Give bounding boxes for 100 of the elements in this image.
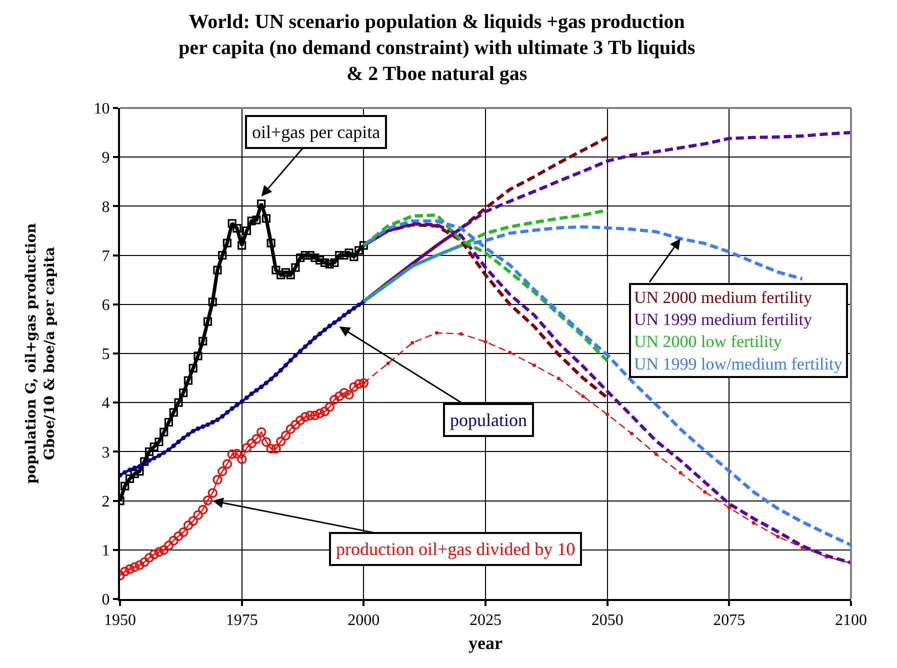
point (218, 466, 228, 476)
point (188, 364, 198, 373)
point (556, 376, 560, 380)
point (137, 464, 142, 469)
point (230, 406, 234, 411)
y-tick-label: 1 (102, 542, 110, 560)
y-tick-label: 9 (102, 150, 110, 167)
point (280, 430, 290, 440)
point (164, 418, 174, 427)
y-tick-label: 6 (102, 297, 110, 314)
text: UN 1999 low/medium fertility (634, 354, 843, 374)
x-tick-label: 2075 (713, 612, 746, 630)
point (296, 253, 305, 262)
text: UN 2000 low fertility (634, 332, 782, 352)
point (120, 566, 130, 576)
point (356, 302, 362, 308)
point (252, 216, 261, 224)
point (166, 447, 171, 452)
point (352, 306, 356, 311)
point (242, 226, 252, 236)
point (238, 241, 246, 250)
point (215, 418, 220, 422)
point (246, 438, 256, 448)
point (188, 516, 198, 526)
point (210, 420, 215, 424)
point (178, 527, 188, 538)
point (342, 312, 346, 318)
point (268, 376, 274, 382)
y-axis-title: population G, oil+gas production Gboe/10 & boe/a per capita (24, 223, 58, 484)
point (350, 252, 358, 262)
point (154, 547, 164, 557)
point (186, 432, 190, 437)
point (130, 470, 139, 478)
point (234, 402, 240, 408)
point (132, 466, 137, 470)
point (274, 372, 278, 377)
point (261, 437, 271, 447)
point (310, 410, 320, 420)
point (228, 219, 236, 228)
point (120, 482, 130, 490)
point (194, 352, 202, 360)
point (298, 348, 303, 354)
point (410, 340, 414, 344)
y-tick-label: 7 (102, 248, 110, 265)
point (262, 214, 270, 223)
point (203, 317, 212, 326)
point (354, 246, 364, 255)
point (124, 564, 135, 574)
point (174, 398, 183, 407)
point (154, 438, 164, 446)
point (330, 394, 340, 404)
point (176, 440, 181, 444)
point (327, 324, 332, 328)
point (293, 353, 298, 358)
point (179, 388, 188, 398)
point (134, 560, 144, 570)
y-tick-label: 4 (102, 395, 110, 412)
point (532, 364, 536, 368)
text: UN 2000 medium fertility (634, 288, 812, 307)
point (776, 534, 780, 538)
point (283, 363, 288, 368)
point (257, 199, 266, 208)
point (222, 459, 232, 469)
point (276, 270, 286, 280)
point (346, 310, 352, 314)
y-tick-label: 0 (102, 592, 110, 609)
point (315, 408, 325, 418)
y-tick-label: 8 (102, 198, 110, 216)
point (130, 562, 140, 572)
point (271, 444, 281, 454)
point (125, 474, 134, 484)
point (218, 251, 227, 260)
point (606, 412, 610, 416)
point (302, 344, 308, 349)
point (183, 520, 194, 530)
point (249, 392, 254, 396)
point (128, 468, 132, 472)
y-tick-label: 3 (102, 444, 110, 462)
point (581, 394, 585, 398)
point (252, 434, 262, 444)
point (198, 504, 208, 514)
x-tick-label: 2100 (835, 612, 867, 630)
x-tick-label: 1975 (226, 612, 258, 630)
point (254, 388, 259, 393)
point (508, 350, 512, 354)
point (190, 428, 196, 434)
point (213, 266, 222, 274)
point (320, 406, 330, 416)
point (122, 470, 128, 475)
point (193, 510, 203, 520)
point (281, 268, 290, 277)
point (678, 471, 682, 475)
point (146, 458, 152, 463)
point (202, 496, 213, 506)
point (242, 442, 252, 453)
point (208, 488, 218, 498)
point (386, 362, 390, 366)
y-tick-label: 2 (102, 493, 110, 510)
point (320, 258, 329, 267)
point (344, 248, 354, 258)
